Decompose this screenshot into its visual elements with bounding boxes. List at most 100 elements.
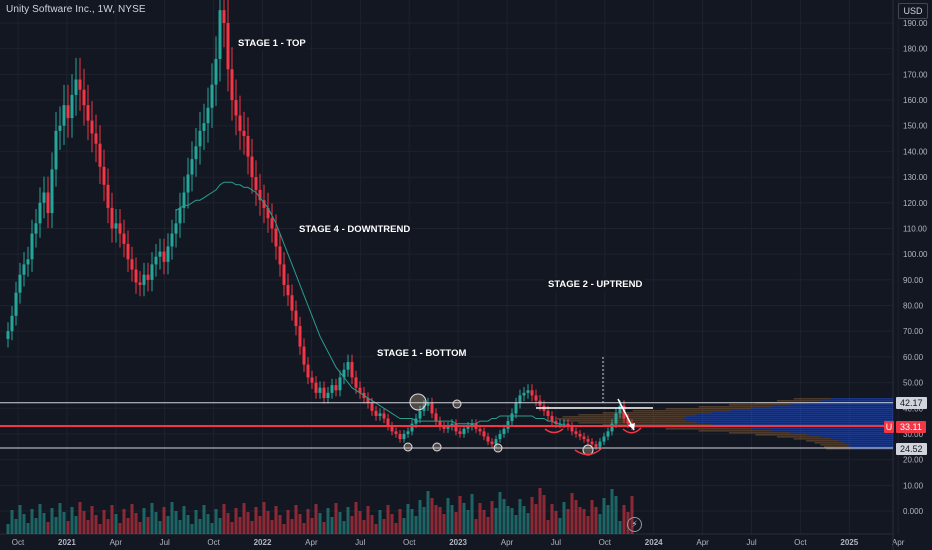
volume-bar xyxy=(546,520,550,534)
volume-bar xyxy=(534,504,538,534)
candle-body xyxy=(550,415,554,422)
volume-bar xyxy=(386,505,390,534)
volume-bar xyxy=(118,523,122,534)
currency-button[interactable]: USD xyxy=(898,3,928,19)
volume-bar xyxy=(458,496,462,534)
volume-profile-bar xyxy=(806,434,893,436)
volume-bar xyxy=(66,521,70,534)
candle-body xyxy=(518,395,522,404)
volume-bar xyxy=(114,514,118,534)
volume-profile-bar xyxy=(790,432,893,434)
arrow-head xyxy=(628,423,635,430)
stage-2-uptrend-label: STAGE 2 - UPTREND xyxy=(545,278,646,292)
candle-body xyxy=(438,421,442,427)
volume-bar xyxy=(606,505,610,534)
candle-body xyxy=(274,228,278,247)
volume-profile-bar xyxy=(665,428,751,430)
volume-bar xyxy=(82,511,86,534)
volume-bar xyxy=(482,510,486,534)
candle-body xyxy=(478,428,482,432)
volume-bar xyxy=(542,495,546,534)
y-tick-label: 10.00 xyxy=(903,481,924,490)
volume-bar xyxy=(494,508,498,534)
volume-bar xyxy=(434,505,438,534)
volume-bar xyxy=(30,509,34,534)
volume-bar xyxy=(574,500,578,534)
volume-bar xyxy=(214,509,218,534)
volume-bar xyxy=(182,506,186,534)
candle-body xyxy=(342,369,346,378)
candle-body xyxy=(210,84,214,108)
volume-profile-bar xyxy=(755,434,807,436)
volume-bar xyxy=(610,489,614,534)
volume-bar xyxy=(226,513,230,534)
candle-body xyxy=(566,423,570,427)
candle-body xyxy=(578,433,582,437)
candle-body xyxy=(102,166,106,185)
volume-bar xyxy=(306,509,310,534)
volume-profile-bar xyxy=(776,400,821,402)
volume-bar xyxy=(562,502,566,534)
candle-body xyxy=(390,426,394,432)
volume-bar xyxy=(102,510,106,534)
candle-body xyxy=(78,79,82,90)
volume-bar xyxy=(6,524,10,534)
candle-body xyxy=(502,428,506,434)
candle-body xyxy=(426,403,430,406)
volume-bar xyxy=(446,498,450,534)
volume-bar xyxy=(338,512,342,534)
volume-bar xyxy=(374,524,378,534)
candle-body xyxy=(590,441,594,445)
volume-bar xyxy=(390,514,394,534)
volume-bar xyxy=(138,522,142,534)
candle-body xyxy=(346,362,350,370)
candle-body xyxy=(266,207,270,219)
volume-profile-bar xyxy=(665,408,751,410)
stage-1-bottom-label: STAGE 1 - BOTTOM xyxy=(374,347,470,361)
candle-body xyxy=(190,159,194,175)
candle-body xyxy=(314,382,318,393)
x-tick-label: Oct xyxy=(599,538,612,547)
candle-body xyxy=(250,156,254,178)
candle-body xyxy=(482,431,486,437)
volume-bar xyxy=(514,515,518,534)
candle-body xyxy=(106,184,110,208)
candle-body xyxy=(26,259,30,265)
volume-bar xyxy=(438,507,442,534)
volume-bar xyxy=(430,498,434,534)
volume-bar xyxy=(178,520,182,534)
volume-bar xyxy=(270,520,274,534)
candle-body xyxy=(222,10,226,23)
candle-body xyxy=(598,441,602,447)
volume-bar xyxy=(74,516,78,534)
volume-bar xyxy=(346,507,350,534)
candle-body xyxy=(178,207,182,224)
volume-profile-bar xyxy=(826,448,852,450)
candle-body xyxy=(262,200,266,208)
x-tick-label: Apr xyxy=(305,538,318,547)
candle-body xyxy=(378,413,382,416)
volume-profile-bar xyxy=(750,408,893,410)
volume-bar xyxy=(554,511,558,534)
volume-profile-bar xyxy=(824,446,850,448)
candle-body xyxy=(6,331,10,339)
candle-body xyxy=(386,418,390,427)
x-tick-label: 2022 xyxy=(254,538,272,547)
candle-body xyxy=(30,233,34,260)
volume-profile-bar xyxy=(776,436,821,438)
candle-body xyxy=(22,264,26,275)
volume-bar xyxy=(262,502,266,534)
candle-body xyxy=(114,223,118,229)
y-tick-label: 160.00 xyxy=(903,96,928,105)
lightning-icon[interactable]: ⚡ xyxy=(627,517,642,532)
candle-body xyxy=(410,423,414,432)
candle-body xyxy=(570,426,574,432)
y-tick-label: 100.00 xyxy=(903,250,928,259)
candle-body xyxy=(382,413,386,419)
annotation-circle xyxy=(403,442,413,452)
annotation-arc xyxy=(544,428,564,434)
x-tick-label: 2025 xyxy=(840,538,858,547)
x-tick-label: Apr xyxy=(110,538,123,547)
volume-bar xyxy=(146,517,150,534)
